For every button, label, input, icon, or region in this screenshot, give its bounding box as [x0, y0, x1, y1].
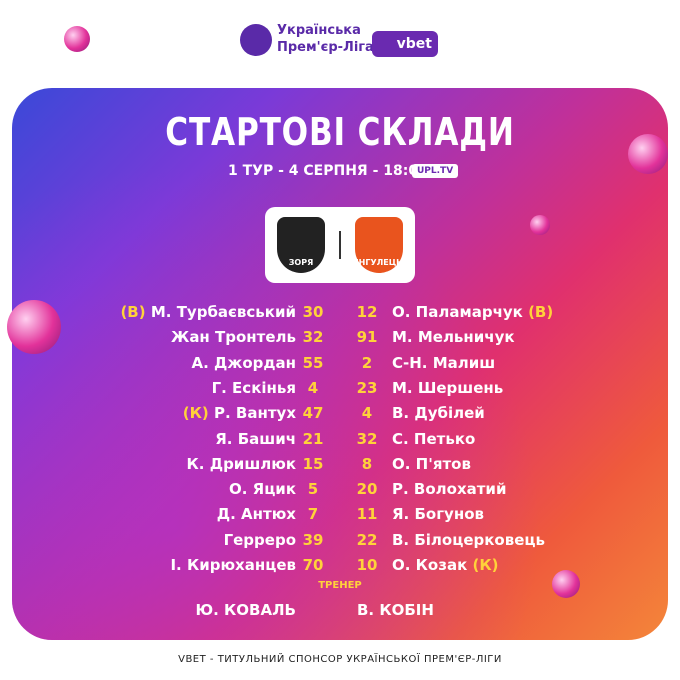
player-number: 4 [307, 378, 319, 397]
away-crest: ІНГУЛЕЦЬ [355, 217, 403, 273]
captain-tag: (К) [182, 404, 209, 423]
player-name: О. Яцик [228, 480, 296, 499]
sponsor: vbet [396, 36, 432, 52]
player-number: 32 [356, 429, 378, 448]
away-player: О. Паламарчук (В) [392, 303, 553, 321]
player-name: О. Паламарчук [392, 303, 523, 321]
player-name: Р. Вантух [214, 404, 296, 423]
home-player: (К) Р. Вантух [183, 404, 296, 422]
away-player: О. Козак (К) [392, 556, 498, 574]
player-name: Я. Башич [215, 429, 296, 448]
league-logo [240, 24, 272, 56]
home-player: Д. Антюх [217, 505, 296, 523]
home-player: І. Кирюханцев [170, 556, 296, 574]
player-name: Г. Ескінья [211, 378, 296, 397]
decor-ball [530, 215, 550, 235]
league-name: Українська Прем'єр-Ліга [277, 22, 374, 56]
player-number: 22 [356, 530, 378, 549]
player-name: І. Кирюханцев [170, 556, 296, 574]
home-player: К. Дришлюк [187, 455, 296, 473]
player-name: В. Дубілей [392, 404, 485, 423]
sponsor-logo: vbet [372, 31, 438, 57]
player-name: О. Козак [392, 556, 468, 574]
decor-ball [628, 134, 668, 174]
home-player: Герреро [224, 531, 296, 549]
title: СТАРТОВІ СКЛАДИ [165, 110, 515, 154]
player-number: 47 [302, 404, 324, 423]
away-coach: В. КОБІН [357, 601, 434, 619]
home-player: Жан Тронтель [171, 328, 296, 346]
player-name: Р. Волохатий [392, 480, 507, 499]
player-name: С-Н. Малиш [392, 353, 496, 372]
player-name: М. Шершень [392, 378, 504, 397]
player-number: 8 [361, 454, 373, 473]
decor-ball [552, 570, 580, 598]
player-name: А. Джордан [191, 353, 296, 372]
player-number: 21 [302, 429, 324, 448]
captain-tag: (К) [472, 556, 499, 574]
player-number: 70 [302, 556, 324, 574]
player-name: К. Дришлюк [186, 454, 296, 473]
home-crest: ЗОРЯ [277, 217, 325, 273]
player-name: Я. Богунов [392, 505, 484, 524]
divider [339, 231, 341, 259]
badge: UPL.TV [412, 164, 459, 178]
home-player: Г. Ескінья [212, 379, 296, 397]
player-number: 23 [356, 378, 378, 397]
player-number: 39 [302, 530, 324, 549]
away-player: С-Н. Малиш [392, 354, 495, 372]
away-player: С. Петько [392, 430, 475, 448]
player-name: М. Турбаєвський [150, 303, 296, 321]
player-number: 7 [307, 505, 319, 524]
crest-box: ЗОРЯ ІНГУЛЕЦЬ [265, 207, 415, 283]
player-number: 12 [356, 303, 378, 321]
player-name: Герреро [223, 530, 296, 549]
player-number: 5 [307, 480, 319, 499]
league-line: Прем'єр-Ліга [277, 40, 374, 55]
home-player: А. Джордан [192, 354, 296, 372]
captain-tag: (В) [528, 303, 554, 321]
home-player: (В) М. Турбаєвський [120, 303, 296, 321]
captain-tag: (В) [120, 303, 146, 321]
player-number: 30 [302, 303, 324, 321]
away-player: Я. Богунов [392, 505, 484, 523]
away-player: В. Дубілей [392, 404, 485, 422]
player-name: О. П'ятов [392, 454, 471, 473]
footer: VBET - ТИТУЛЬНИЙ СПОНСОР УКРАЇНСЬКОЇ ПРЕ… [178, 654, 502, 665]
subtitle: 1 ТУР - 4 СЕРПНЯ - 18:00 [228, 163, 428, 179]
away-player: М. Шершень [392, 379, 503, 397]
player-name: С. Петько [392, 429, 476, 448]
player-number: 11 [356, 505, 378, 524]
card [12, 88, 668, 640]
player-number: 32 [302, 328, 324, 347]
player-name: Д. Антюх [216, 505, 296, 524]
away-player: Р. Волохатий [392, 480, 506, 498]
decor-ball [7, 300, 61, 354]
player-number: 10 [356, 556, 378, 574]
player-name: Жан Тронтель [170, 328, 296, 347]
home-player: Я. Башич [215, 430, 296, 448]
away-player: О. П'ятов [392, 455, 471, 473]
player-number: 2 [361, 353, 373, 372]
player-number: 15 [302, 454, 324, 473]
decor-ball [64, 26, 90, 52]
league-line: Українська [277, 23, 361, 38]
player-name: В. Білоцерковець [392, 530, 546, 549]
away-player: М. Мельничук [392, 328, 515, 346]
player-number: 20 [356, 480, 378, 499]
coach-label: ТРЕНЕР [318, 580, 362, 591]
home-coach: Ю. КОВАЛЬ [195, 601, 296, 619]
player-number: 4 [361, 404, 373, 423]
player-number: 91 [356, 328, 378, 347]
home-player: О. Яцик [229, 480, 296, 498]
player-number: 55 [302, 353, 324, 372]
player-name: М. Мельничук [392, 328, 515, 347]
away-player: В. Білоцерковець [392, 531, 545, 549]
